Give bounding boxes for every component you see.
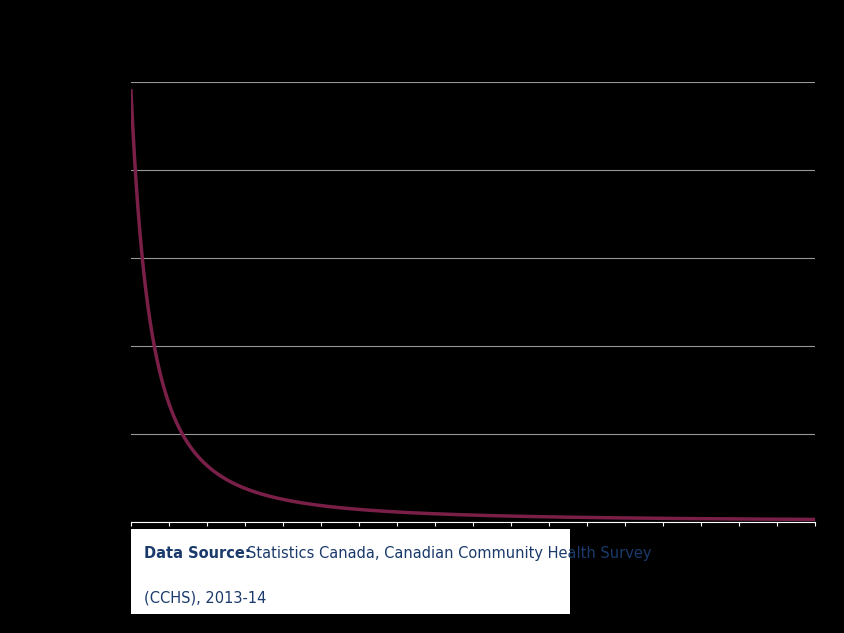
Text: (CCHS), 2013-14: (CCHS), 2013-14: [144, 590, 266, 605]
Text: Statistics Canada, Canadian Community Health Survey: Statistics Canada, Canadian Community He…: [247, 546, 651, 561]
Text: Data Source:: Data Source:: [144, 546, 251, 561]
